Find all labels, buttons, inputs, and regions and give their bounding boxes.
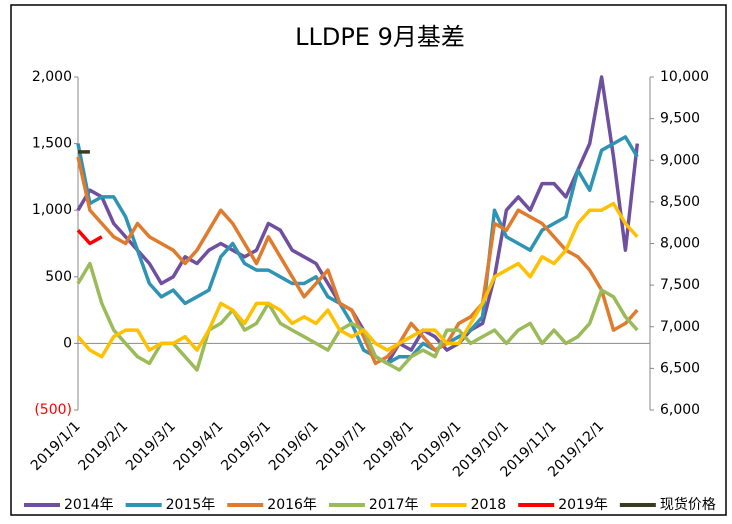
series-line <box>76 201 639 359</box>
series-line <box>76 135 639 366</box>
y2-tick-label: 9,500 <box>660 111 700 127</box>
y2-tick-label: 10,000 <box>660 69 709 85</box>
y2-tick-label: 6,000 <box>660 402 700 418</box>
y2-tick-label: 7,500 <box>660 277 700 293</box>
y-tick-label: 2,000 <box>32 69 72 85</box>
y-tick-label: 0 <box>63 335 72 351</box>
y2-tick-label: 9,000 <box>660 152 700 168</box>
legend-label: 2016年 <box>267 497 317 513</box>
y2-tick-label: 6,500 <box>660 360 700 376</box>
frame <box>10 4 727 516</box>
y2-tick-label: 8,500 <box>660 194 700 210</box>
chart-title: LLDPE 9月基差 <box>295 23 465 51</box>
series-line <box>76 156 639 366</box>
y-tick-label: 1,000 <box>32 202 72 218</box>
series-line <box>76 229 103 246</box>
legend-label: 现货价格 <box>660 496 716 513</box>
legend-label: 2017年 <box>369 497 419 513</box>
y-tick-label: 500 <box>45 269 72 285</box>
legend-label: 2018 <box>471 497 507 513</box>
legend-label: 2019年 <box>558 497 608 513</box>
y2-tick-label: 8,000 <box>660 236 700 252</box>
y2-tick-label: 7,000 <box>660 319 700 335</box>
legend-label: 2015年 <box>166 497 216 513</box>
y-tick-label: 1,500 <box>32 136 72 152</box>
y-tick-label: (500) <box>34 402 72 418</box>
legend-label: 2014年 <box>64 497 114 513</box>
